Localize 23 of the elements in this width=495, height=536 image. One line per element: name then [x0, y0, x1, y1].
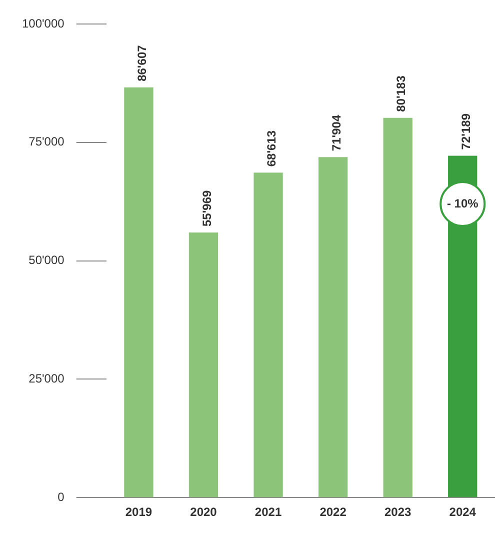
data-label: 72'189: [458, 113, 473, 150]
x-tick-label: 2019: [125, 505, 152, 520]
bar: [254, 172, 283, 498]
data-label: 71'904: [329, 114, 344, 152]
annotation: - 10%: [446, 196, 479, 210]
y-tick-label: 75'000: [28, 134, 65, 149]
y-tick-label: 100'000: [22, 16, 65, 30]
x-tick-label: 2022: [320, 505, 347, 520]
x-tick-label: 2021: [254, 505, 282, 520]
data-label: 80'183: [394, 75, 408, 112]
y-tick-label: 0: [58, 490, 65, 504]
bar: [383, 118, 412, 498]
x-tick-label: 2024: [449, 505, 476, 520]
data-label: 86'607: [135, 44, 150, 82]
y-tick-label: 25'000: [28, 372, 65, 386]
x-tick-label: 2023: [384, 505, 412, 520]
bar: [124, 87, 154, 498]
bar: [318, 157, 348, 498]
data-label: 55'969: [200, 190, 214, 227]
x-tick-label: 2020: [190, 505, 218, 520]
data-label: 68'613: [264, 130, 279, 167]
y-tick-label: 50'000: [28, 253, 65, 268]
bar: [188, 232, 218, 498]
